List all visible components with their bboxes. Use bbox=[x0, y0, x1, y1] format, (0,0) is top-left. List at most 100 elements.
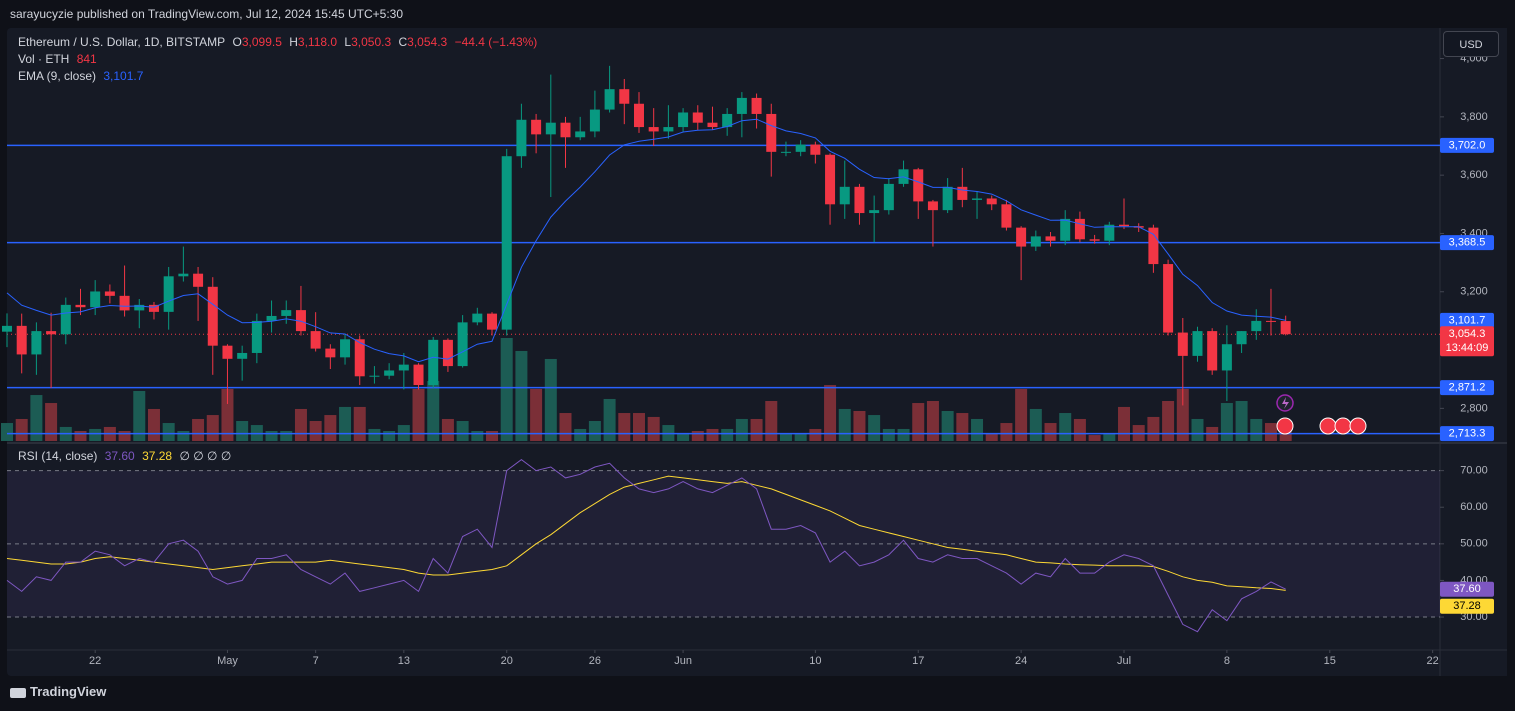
candle-body bbox=[736, 97, 747, 114]
candle-body bbox=[854, 186, 865, 214]
candle-body bbox=[1030, 236, 1041, 247]
volume-bar bbox=[1015, 388, 1028, 441]
candle-body bbox=[648, 127, 659, 132]
candle-body bbox=[1074, 218, 1085, 240]
volume-bar bbox=[1029, 408, 1042, 441]
currency-button[interactable]: USD bbox=[1443, 31, 1499, 57]
volume-bar bbox=[618, 413, 631, 441]
candle-body bbox=[810, 144, 821, 155]
volume-bar bbox=[530, 388, 543, 441]
volume-bar bbox=[427, 380, 440, 441]
x-tick-label: May bbox=[217, 655, 238, 667]
volume-bar bbox=[1118, 406, 1131, 441]
ema-label: EMA (9, close) bbox=[18, 69, 97, 83]
candle-body bbox=[751, 97, 762, 114]
published-line: sarayucyzie published on TradingView.com… bbox=[10, 7, 404, 21]
candle-body bbox=[1045, 236, 1056, 241]
volume-bar bbox=[868, 415, 881, 441]
candle-body bbox=[780, 151, 791, 153]
candle-body bbox=[134, 304, 145, 311]
high-value: 3,118.0 bbox=[297, 35, 338, 49]
volume-legend: Vol · ETH 841 bbox=[18, 52, 101, 66]
candle-body bbox=[883, 183, 894, 211]
volume-bar bbox=[1044, 423, 1057, 441]
level-label: 3,368.5 bbox=[1449, 237, 1486, 249]
volume-bar bbox=[1250, 418, 1263, 441]
volume-bar bbox=[456, 420, 469, 441]
rsi-ma-axis-label-bg bbox=[1440, 598, 1494, 614]
candle-body bbox=[707, 122, 718, 128]
low-value: 3,050.3 bbox=[351, 35, 392, 49]
x-tick-label: 20 bbox=[501, 655, 513, 667]
x-tick-label: Jun bbox=[674, 655, 692, 667]
candle-body bbox=[531, 119, 542, 135]
volume-bar bbox=[309, 420, 322, 441]
candle-body bbox=[193, 273, 204, 287]
volume-bar bbox=[574, 428, 587, 441]
volume-bar bbox=[985, 433, 998, 441]
candle-body bbox=[560, 122, 571, 138]
volume-bar bbox=[353, 406, 366, 441]
x-tick-label: 15 bbox=[1324, 655, 1336, 667]
volume-bar bbox=[30, 395, 43, 441]
candle-body bbox=[516, 119, 527, 157]
volume-bar bbox=[162, 423, 175, 441]
candle-body bbox=[942, 186, 953, 211]
volume-bar bbox=[779, 433, 792, 441]
rsi-ma-axis-label: 37.28 bbox=[1453, 600, 1481, 612]
candle-body bbox=[295, 310, 306, 332]
candle-body bbox=[1016, 227, 1027, 247]
candle-body bbox=[2, 325, 12, 332]
volume-bar bbox=[912, 403, 925, 441]
volume-bar bbox=[735, 418, 748, 441]
volume-bar bbox=[89, 428, 102, 441]
volume-bar bbox=[221, 388, 234, 441]
candle-body bbox=[75, 304, 86, 308]
y-tick-label: 2,800 bbox=[1460, 402, 1488, 414]
change-value: −44.4 (−1.43%) bbox=[454, 35, 538, 49]
volume-bar bbox=[324, 415, 337, 441]
candle-body bbox=[1221, 344, 1232, 371]
volume-bar bbox=[280, 430, 293, 441]
candle-body bbox=[633, 103, 644, 128]
candle-body bbox=[1104, 224, 1115, 241]
volume-bar bbox=[750, 418, 763, 441]
candle-body bbox=[90, 291, 101, 308]
volume-bar bbox=[118, 430, 131, 441]
volume-bar bbox=[236, 420, 249, 441]
rsi-label: RSI (14, close) bbox=[18, 449, 98, 463]
candle-body bbox=[340, 339, 351, 358]
y-tick-label: 3,200 bbox=[1460, 286, 1488, 298]
candle-body bbox=[795, 144, 806, 152]
x-tick-label: 26 bbox=[589, 655, 601, 667]
rsi-line bbox=[6, 458, 1286, 633]
candle-body bbox=[692, 112, 703, 123]
price-label-bg bbox=[1440, 326, 1494, 357]
candle-body bbox=[722, 113, 733, 128]
volume-bar bbox=[721, 428, 734, 441]
footer-brand: TradingView bbox=[10, 684, 110, 699]
level-label: 2,871.2 bbox=[1449, 382, 1486, 394]
volume-bar bbox=[559, 413, 572, 441]
candle-body bbox=[986, 198, 997, 205]
rsi-legend: RSI (14, close) 37.60 37.28 ∅ ∅ ∅ ∅ bbox=[18, 449, 235, 463]
candle-body bbox=[927, 201, 938, 211]
rsi-value: 37.60 bbox=[104, 449, 135, 463]
candle-body bbox=[413, 364, 424, 386]
candle-body bbox=[1207, 331, 1218, 371]
x-tick-label: 10 bbox=[809, 655, 821, 667]
brand-logo bbox=[10, 687, 26, 698]
volume-bar bbox=[941, 410, 954, 441]
rsi-axis-label-bg bbox=[1440, 581, 1494, 597]
volume-bar bbox=[677, 433, 690, 441]
volume-bar bbox=[882, 428, 895, 441]
plot-layers: 2,8003,2003,4003,6003,8004,00030.0040.00… bbox=[1, 52, 1494, 667]
rsi-ma-value: 37.28 bbox=[142, 449, 173, 463]
candle-body bbox=[839, 186, 850, 205]
volume-bar bbox=[926, 400, 939, 441]
volume-value: 841 bbox=[76, 52, 97, 66]
ema-value: 3,101.7 bbox=[103, 69, 144, 83]
level-label: 3,702.0 bbox=[1449, 139, 1486, 151]
candle-body bbox=[384, 370, 395, 376]
candle-body bbox=[222, 345, 233, 359]
